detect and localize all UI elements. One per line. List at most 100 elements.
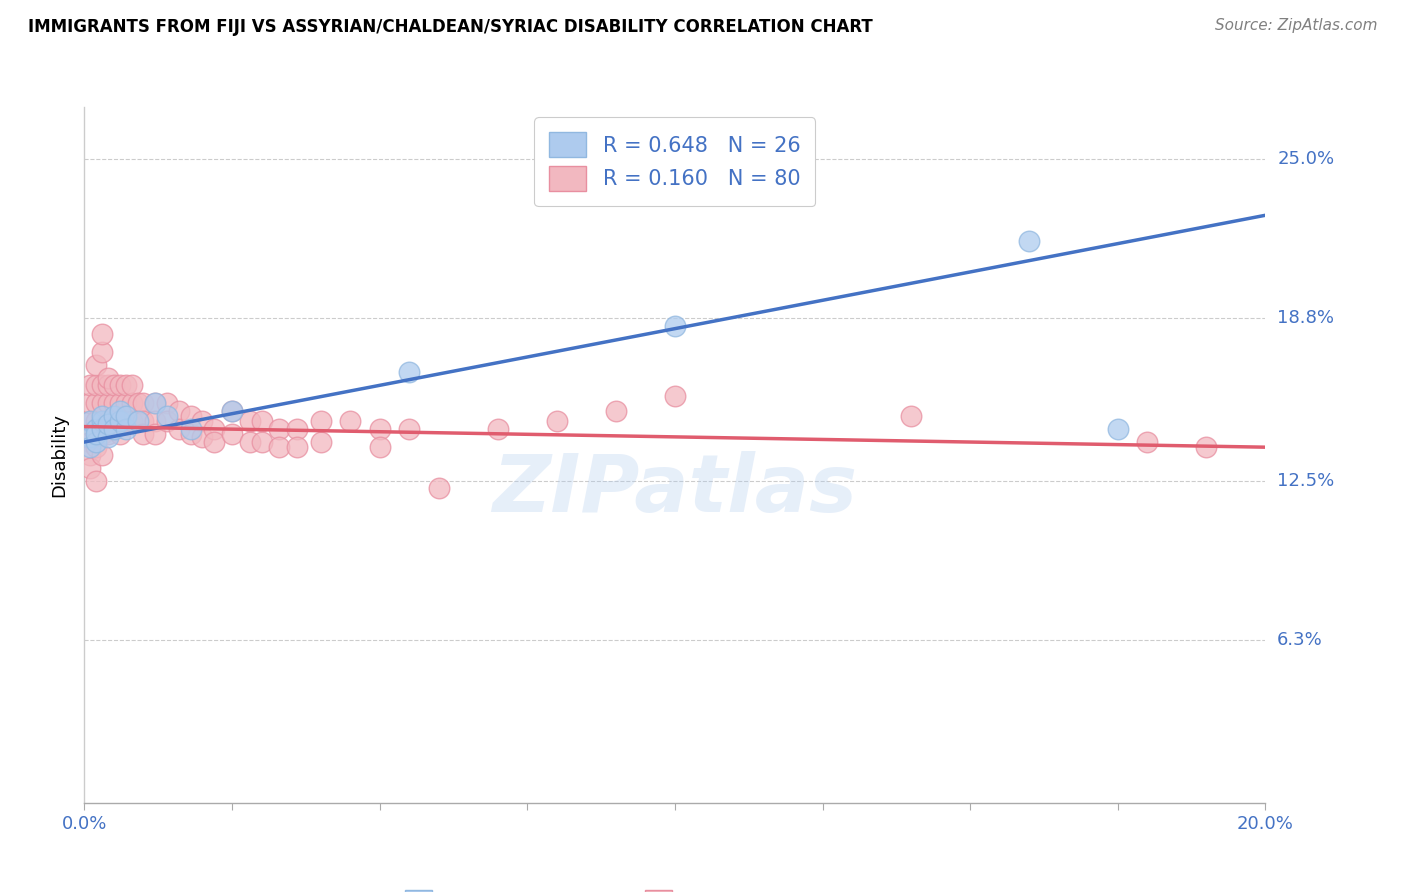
Point — [97, 430, 120, 444]
Point — [114, 409, 136, 424]
Point — [84, 474, 107, 488]
Point — [91, 414, 114, 428]
Point — [221, 404, 243, 418]
Point — [114, 396, 136, 410]
Point — [250, 414, 273, 428]
Point — [114, 378, 136, 392]
Point — [84, 427, 107, 442]
Point — [427, 482, 450, 496]
Text: 25.0%: 25.0% — [1277, 150, 1334, 168]
Point — [91, 422, 114, 436]
Point — [114, 414, 136, 428]
Point — [91, 414, 114, 428]
Point — [108, 427, 131, 442]
Point — [108, 414, 131, 428]
Point — [79, 430, 101, 444]
Text: 6.3%: 6.3% — [1277, 632, 1323, 649]
Point — [368, 422, 391, 436]
Point — [143, 396, 166, 410]
Point — [486, 422, 509, 436]
Point — [368, 440, 391, 454]
Point — [309, 414, 332, 428]
Point — [180, 409, 202, 424]
Point — [84, 422, 107, 436]
Point — [309, 435, 332, 450]
Text: IMMIGRANTS FROM FIJI VS ASSYRIAN/CHALDEAN/SYRIAC DISABILITY CORRELATION CHART: IMMIGRANTS FROM FIJI VS ASSYRIAN/CHALDEA… — [28, 18, 873, 36]
Point — [339, 414, 361, 428]
Text: Source: ZipAtlas.com: Source: ZipAtlas.com — [1215, 18, 1378, 33]
Point — [79, 440, 101, 454]
Point — [1195, 440, 1218, 454]
Point — [103, 378, 125, 392]
Point — [79, 460, 101, 475]
Point — [84, 358, 107, 372]
Point — [180, 427, 202, 442]
Point — [97, 417, 120, 431]
Text: 18.8%: 18.8% — [1277, 310, 1334, 327]
Point — [79, 414, 101, 428]
Point — [546, 414, 568, 428]
Y-axis label: Disability: Disability — [51, 413, 69, 497]
Point — [132, 396, 155, 410]
Point — [84, 378, 107, 392]
Point — [97, 378, 120, 392]
Point — [84, 427, 107, 442]
Point — [143, 427, 166, 442]
Point — [132, 414, 155, 428]
Point — [97, 414, 120, 428]
Point — [108, 414, 131, 428]
Point — [91, 396, 114, 410]
Point — [1136, 435, 1159, 450]
Point — [132, 427, 155, 442]
Point — [664, 319, 686, 334]
Point — [108, 396, 131, 410]
Point — [191, 414, 214, 428]
Point — [221, 427, 243, 442]
Point — [103, 422, 125, 436]
Point — [121, 396, 143, 410]
Point — [239, 414, 262, 428]
Text: ZIPatlas: ZIPatlas — [492, 450, 858, 529]
Point — [91, 326, 114, 341]
Point — [202, 435, 225, 450]
Point — [103, 414, 125, 428]
Point — [156, 414, 179, 428]
Point — [108, 378, 131, 392]
Point — [121, 378, 143, 392]
Point — [285, 440, 308, 454]
Point — [269, 422, 291, 436]
Legend: Immigrants from Fiji, Assyrians/Chaldeans/Syriacs: Immigrants from Fiji, Assyrians/Chaldean… — [396, 881, 953, 892]
Point — [285, 422, 308, 436]
Point — [398, 422, 420, 436]
Point — [84, 440, 107, 454]
Point — [79, 396, 101, 410]
Point — [605, 404, 627, 418]
Point — [191, 430, 214, 444]
Point — [91, 448, 114, 462]
Point — [103, 396, 125, 410]
Point — [114, 422, 136, 436]
Point — [91, 378, 114, 392]
Point — [79, 378, 101, 392]
Point — [103, 409, 125, 424]
Text: 12.5%: 12.5% — [1277, 472, 1334, 490]
Point — [97, 396, 120, 410]
Point — [91, 427, 114, 442]
Point — [1107, 422, 1129, 436]
Point — [127, 396, 149, 410]
Point — [143, 396, 166, 410]
Point — [84, 435, 107, 450]
Point — [156, 409, 179, 424]
Point — [121, 414, 143, 428]
Point — [91, 344, 114, 359]
Point — [250, 435, 273, 450]
Point — [239, 435, 262, 450]
Point — [180, 422, 202, 436]
Point — [664, 389, 686, 403]
Point — [900, 409, 922, 424]
Point — [97, 427, 120, 442]
Point — [127, 414, 149, 428]
Point — [167, 404, 190, 418]
Point — [91, 409, 114, 424]
Point — [1018, 234, 1040, 248]
